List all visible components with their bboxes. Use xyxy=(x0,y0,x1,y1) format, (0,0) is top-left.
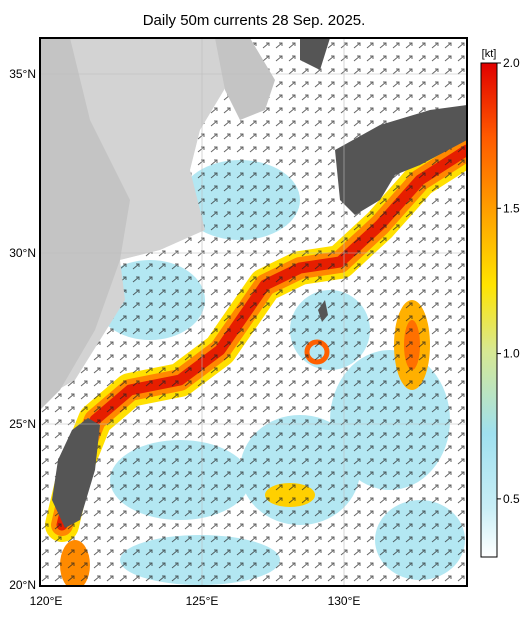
longitude-label: 125°E xyxy=(186,594,219,608)
latitude-label: 35°N xyxy=(9,67,36,81)
map-area xyxy=(40,38,467,586)
longitude-label: 130°E xyxy=(328,594,361,608)
grid xyxy=(40,38,467,586)
colorbar-tick-label: 1.0 xyxy=(503,347,520,361)
map-title: Daily 50m currents 28 Sep. 2025. xyxy=(143,12,366,29)
land xyxy=(40,38,467,528)
colorbar-unit: [kt] xyxy=(482,48,497,60)
colorbar xyxy=(480,62,498,558)
colorbar-tick-label: 1.5 xyxy=(503,201,520,215)
latitude-label: 30°N xyxy=(9,246,36,260)
latitude-label: 25°N xyxy=(9,417,36,431)
colorbar-tick-label: 2.0 xyxy=(503,56,520,70)
longitude-label: 120°E xyxy=(30,594,63,608)
map-frame xyxy=(39,37,468,587)
colorbar-tick-label: 0.5 xyxy=(503,492,520,506)
latitude-label: 20°N xyxy=(9,578,36,592)
